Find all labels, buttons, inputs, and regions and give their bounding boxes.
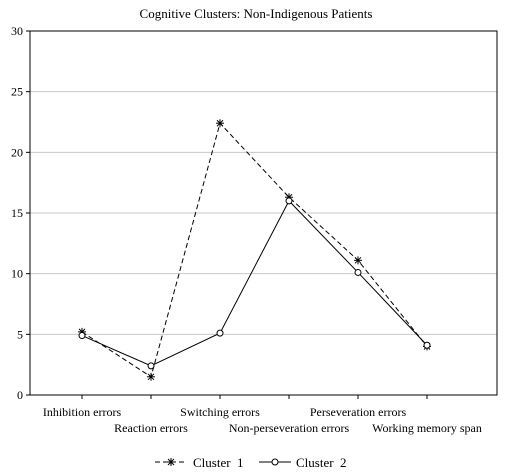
series-1-point <box>354 256 362 265</box>
marker-stroke <box>354 256 362 264</box>
x-tick-label: Working memory span <box>372 421 482 435</box>
y-tick-label: 10 <box>11 267 23 281</box>
y-axis: 0 5 10 15 20 25 30 <box>11 24 30 402</box>
legend-marker <box>271 458 279 466</box>
x-tick-label: Non-perseveration errors <box>229 421 350 435</box>
y-tick-label: 15 <box>11 206 23 220</box>
x-tick-label: Perseveration errors <box>310 405 407 419</box>
series-2-point <box>285 197 293 205</box>
y-tick-label: 5 <box>17 327 23 341</box>
series-line-1 <box>81 122 428 378</box>
series-2-point <box>78 332 86 340</box>
legend-label: Cluster 1 <box>193 455 244 470</box>
series-2-point <box>216 329 224 337</box>
marker-stroke <box>147 373 155 381</box>
series-1-point <box>216 119 224 128</box>
x-axis: Inhibition errors Reaction errors Switchin… <box>43 395 482 435</box>
series-line-2 <box>81 200 428 367</box>
data-series <box>78 119 431 381</box>
legend-label: Cluster 2 <box>296 455 347 470</box>
chart-title: Cognitive Clusters: Non-Indigenous Patie… <box>140 6 373 21</box>
y-tick-label: 0 <box>17 388 23 402</box>
y-tick-label: 20 <box>11 145 23 159</box>
legend: Cluster 1 Cluster 2 <box>155 455 347 470</box>
plot-frame <box>29 30 498 396</box>
series-2-point <box>147 362 155 370</box>
legend-item-cluster-1: Cluster 1 <box>155 455 244 470</box>
marker-stroke <box>216 119 224 127</box>
grid-lines <box>30 91 497 335</box>
series-2-point <box>354 268 362 276</box>
series-1-point <box>147 372 155 381</box>
marker-stroke <box>167 458 175 466</box>
legend-marker <box>167 458 175 466</box>
x-tick-label: Switching errors <box>180 405 260 419</box>
series-2-point <box>423 341 431 349</box>
legend-item-cluster-2: Cluster 2 <box>259 455 347 470</box>
y-tick-label: 25 <box>11 85 23 99</box>
x-tick-label: Inhibition errors <box>43 405 122 419</box>
y-tick-label: 30 <box>11 24 23 38</box>
x-tick-label: Reaction errors <box>114 421 188 435</box>
